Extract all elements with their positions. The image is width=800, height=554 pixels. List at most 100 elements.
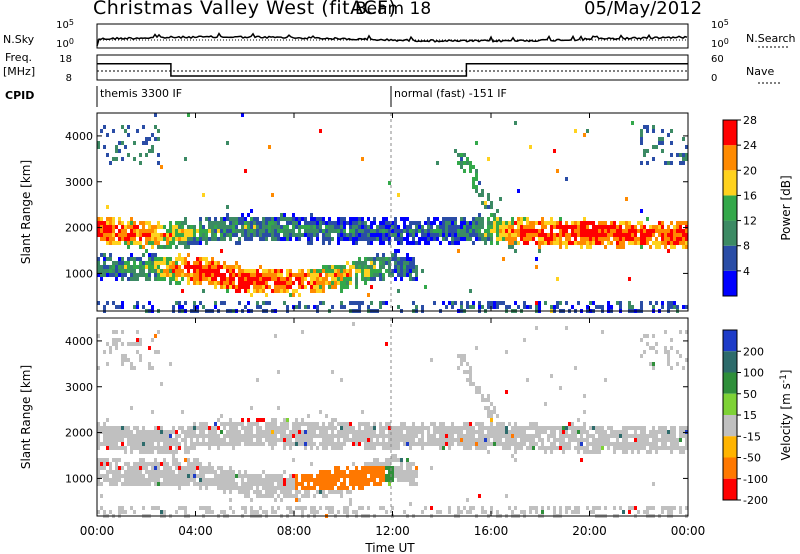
power-cell bbox=[385, 269, 388, 273]
power-cell bbox=[439, 229, 442, 233]
velocity-cell bbox=[214, 470, 217, 474]
power-cell bbox=[220, 229, 223, 233]
velocity-cell bbox=[343, 510, 346, 514]
power-cell bbox=[490, 237, 493, 241]
velocity-cell bbox=[130, 342, 133, 346]
power-cell bbox=[673, 241, 676, 245]
velocity-cell bbox=[652, 446, 655, 450]
velocity-cell bbox=[145, 470, 148, 474]
velocity-cell bbox=[373, 458, 376, 462]
velocity-cell bbox=[97, 426, 100, 430]
power-cell bbox=[286, 289, 289, 293]
velocity-cell bbox=[136, 478, 139, 482]
power-cell bbox=[406, 273, 409, 277]
power-cell bbox=[115, 157, 118, 161]
velocity-cell bbox=[640, 354, 643, 358]
velocity-cell bbox=[553, 434, 556, 438]
velocity-cell bbox=[262, 482, 265, 486]
power-cell bbox=[340, 305, 343, 309]
velocity-cell bbox=[217, 442, 220, 446]
velocity-cell bbox=[592, 438, 595, 442]
power-cell bbox=[247, 213, 250, 217]
velocity-cell bbox=[358, 430, 361, 434]
velocity-cell bbox=[199, 486, 202, 490]
velocity-cell bbox=[271, 490, 274, 494]
velocity-cell bbox=[535, 506, 538, 510]
velocity-cell bbox=[346, 486, 349, 490]
velocity-cell bbox=[181, 430, 184, 434]
power-cell bbox=[646, 241, 649, 245]
power-cell bbox=[670, 221, 673, 225]
velocity-cell bbox=[457, 442, 460, 446]
power-cell bbox=[259, 225, 262, 229]
velocity-cell bbox=[157, 446, 160, 450]
velocity-cell bbox=[193, 446, 196, 450]
velocity-cell bbox=[406, 458, 409, 462]
velocity-ytick-label: 1000 bbox=[65, 472, 93, 485]
power-cell bbox=[493, 229, 496, 233]
power-cell bbox=[412, 257, 415, 261]
velocity-cell bbox=[322, 474, 325, 478]
velocity-cell bbox=[520, 434, 523, 438]
power-cell bbox=[565, 225, 568, 229]
power-cell bbox=[517, 241, 520, 245]
velocity-cell bbox=[196, 434, 199, 438]
xtick-label: 00:00 bbox=[80, 524, 115, 538]
power-cell bbox=[271, 217, 274, 221]
power-cell bbox=[160, 269, 163, 273]
velocity-cell bbox=[664, 350, 667, 354]
power-cell bbox=[631, 241, 634, 245]
velocity-cell bbox=[97, 446, 100, 450]
velocity-cell bbox=[643, 334, 646, 338]
velocity-cell bbox=[541, 446, 544, 450]
velocity-cell bbox=[181, 470, 184, 474]
velocity-cell bbox=[121, 446, 124, 450]
power-cell bbox=[481, 201, 484, 205]
power-cell bbox=[526, 229, 529, 233]
power-cell bbox=[301, 281, 304, 285]
velocity-cell bbox=[103, 478, 106, 482]
power-cell bbox=[286, 217, 289, 221]
velocity-cell bbox=[613, 434, 616, 438]
power-cell bbox=[316, 237, 319, 241]
power-cell bbox=[301, 269, 304, 273]
power-cell bbox=[397, 237, 400, 241]
power-cell bbox=[325, 225, 328, 229]
velocity-cell bbox=[499, 434, 502, 438]
power-cell bbox=[307, 237, 310, 241]
velocity-cell bbox=[244, 426, 247, 430]
velocity-cell bbox=[682, 434, 685, 438]
velocity-cell bbox=[121, 426, 124, 430]
velocity-cell bbox=[340, 426, 343, 430]
velocity-cell bbox=[139, 466, 142, 470]
power-cell bbox=[637, 229, 640, 233]
velocity-cell bbox=[523, 430, 526, 434]
power-cell bbox=[553, 221, 556, 225]
velocity-cell bbox=[148, 366, 151, 370]
velocity-cell bbox=[346, 426, 349, 430]
velocity-cell bbox=[151, 442, 154, 446]
power-cell bbox=[532, 229, 535, 233]
power-cell bbox=[652, 157, 655, 161]
velocity-cell bbox=[112, 482, 115, 486]
velocity-cell bbox=[625, 442, 628, 446]
power-cell bbox=[451, 241, 454, 245]
velocity-cell bbox=[382, 462, 385, 466]
velocity-cell bbox=[247, 422, 250, 426]
power-cell bbox=[541, 225, 544, 229]
power-cell bbox=[646, 229, 649, 233]
power-cell bbox=[298, 281, 301, 285]
velocity-cell bbox=[577, 418, 580, 422]
velocity-cell bbox=[583, 446, 586, 450]
velocity-cell bbox=[274, 422, 277, 426]
power-cell bbox=[655, 301, 658, 305]
velocity-cell bbox=[154, 426, 157, 430]
velocity-cell bbox=[109, 446, 112, 450]
velocity-cell bbox=[184, 434, 187, 438]
velocity-cell bbox=[313, 482, 316, 486]
power-cell bbox=[508, 245, 511, 249]
power-cell bbox=[238, 237, 241, 241]
power-cell bbox=[505, 237, 508, 241]
power-cell bbox=[349, 301, 352, 305]
velocity-cell bbox=[262, 418, 265, 422]
